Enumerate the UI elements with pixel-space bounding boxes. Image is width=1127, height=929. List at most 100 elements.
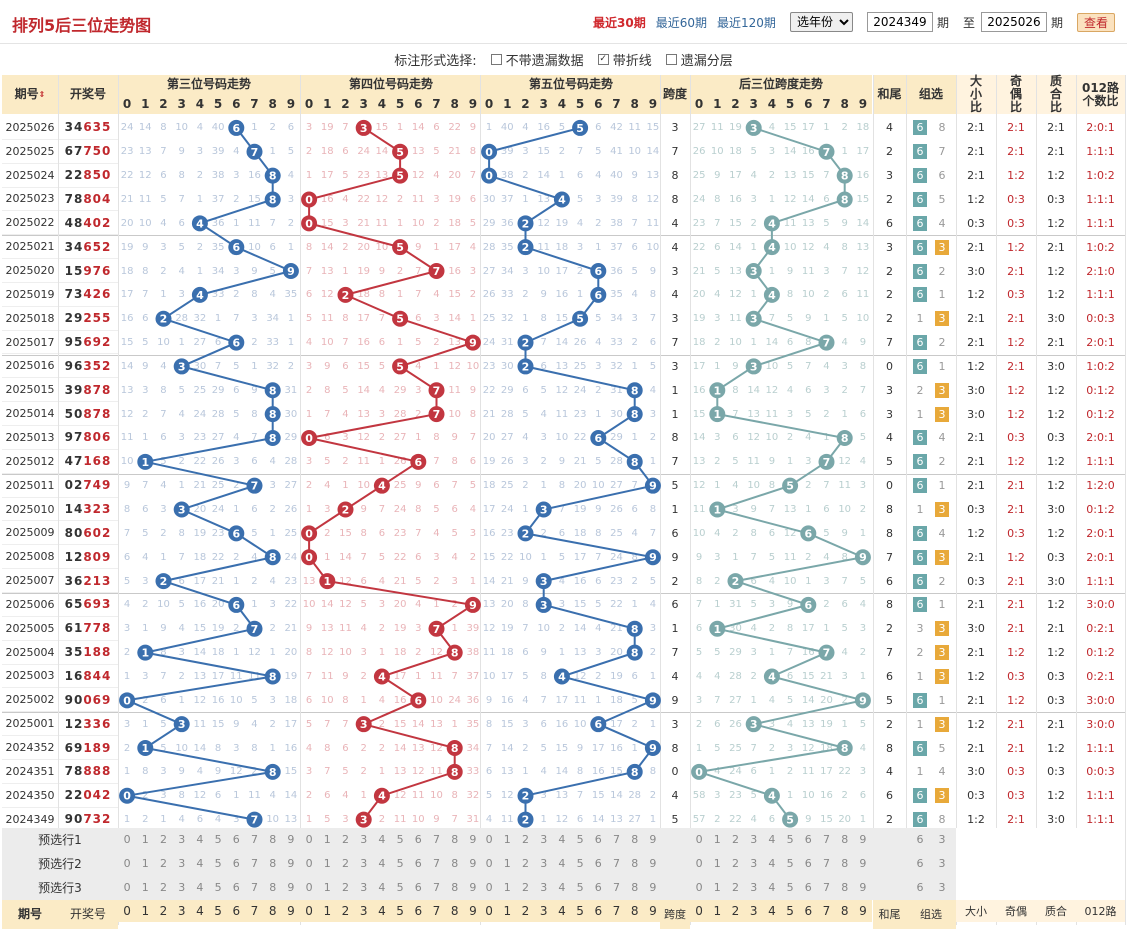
preselect-digit[interactable]: 7: [250, 833, 258, 847]
preselect-digit[interactable]: 9: [859, 857, 867, 871]
preselect-digit[interactable]: 5: [576, 857, 584, 871]
preselect-digit[interactable]: 5: [396, 881, 404, 895]
preselect-digit[interactable]: 9: [287, 881, 295, 895]
preselect-digit[interactable]: 0: [123, 857, 131, 871]
preselect-group6[interactable]: 6: [916, 881, 924, 895]
preselect-digit[interactable]: 7: [822, 881, 830, 895]
preselect-digit[interactable]: 8: [841, 833, 849, 847]
preselect-digit[interactable]: 5: [576, 833, 584, 847]
preselect-digit[interactable]: 3: [178, 857, 186, 871]
preselect-digit[interactable]: 0: [485, 833, 493, 847]
preselect-digit[interactable]: 3: [540, 857, 548, 871]
preselect-digit[interactable]: 4: [558, 881, 566, 895]
preselect-digit[interactable]: 3: [750, 833, 758, 847]
preselect-group6[interactable]: 6: [916, 857, 924, 871]
preselect-digit[interactable]: 7: [612, 881, 620, 895]
from-period-input[interactable]: [866, 12, 933, 32]
preselect-digit[interactable]: 0: [485, 857, 493, 871]
preselect-digit[interactable]: 3: [360, 881, 368, 895]
preselect-digit[interactable]: 9: [649, 833, 657, 847]
preselect-digit[interactable]: 0: [305, 881, 313, 895]
preselect-digit[interactable]: 0: [695, 857, 703, 871]
preselect-digit[interactable]: 2: [521, 881, 529, 895]
preselect-digit[interactable]: 7: [822, 857, 830, 871]
preselect-digit[interactable]: 6: [804, 881, 812, 895]
preselect-digit[interactable]: 4: [558, 857, 566, 871]
preselect-digit[interactable]: 3: [178, 881, 186, 895]
preselect-digit[interactable]: 8: [841, 881, 849, 895]
preselect-digit[interactable]: 5: [396, 833, 404, 847]
preselect-digit[interactable]: 0: [485, 881, 493, 895]
preselect-digit[interactable]: 7: [612, 833, 620, 847]
checkbox-icon[interactable]: [665, 53, 677, 65]
checkbox-checked-icon[interactable]: ✓: [597, 53, 609, 65]
year-select[interactable]: 选年份: [789, 12, 853, 32]
preselect-digit[interactable]: 4: [378, 833, 386, 847]
preselect-digit[interactable]: 5: [786, 833, 794, 847]
preselect-digit[interactable]: 2: [731, 857, 739, 871]
preselect-digit[interactable]: 2: [159, 833, 167, 847]
preselect-digit[interactable]: 2: [341, 857, 349, 871]
preselect-digit[interactable]: 6: [594, 857, 602, 871]
preselect-digit[interactable]: 8: [841, 857, 849, 871]
preselect-digit[interactable]: 5: [396, 857, 404, 871]
preselect-digit[interactable]: 1: [141, 881, 149, 895]
preselect-digit[interactable]: 4: [378, 881, 386, 895]
preselect-digit[interactable]: 3: [178, 833, 186, 847]
preselect-digit[interactable]: 4: [768, 833, 776, 847]
recent-60-link[interactable]: 最近60期: [655, 15, 708, 30]
preselect-digit[interactable]: 3: [540, 881, 548, 895]
preselect-digit[interactable]: 5: [214, 857, 222, 871]
preselect-digit[interactable]: 4: [768, 857, 776, 871]
preselect-digit[interactable]: 1: [323, 857, 331, 871]
preselect-digit[interactable]: 1: [503, 881, 511, 895]
preselect-digit[interactable]: 3: [360, 857, 368, 871]
preselect-digit[interactable]: 0: [123, 833, 131, 847]
preselect-digit[interactable]: 7: [250, 857, 258, 871]
preselect-digit[interactable]: 0: [305, 833, 313, 847]
preselect-digit[interactable]: 9: [287, 833, 295, 847]
preselect-digit[interactable]: 8: [451, 833, 459, 847]
preselect-digit[interactable]: 1: [141, 833, 149, 847]
recent-30-link[interactable]: 最近30期: [593, 15, 646, 30]
preselect-digit[interactable]: 2: [731, 833, 739, 847]
to-period-input[interactable]: [980, 12, 1047, 32]
preselect-digit[interactable]: 3: [750, 857, 758, 871]
preselect-digit[interactable]: 7: [250, 881, 258, 895]
preselect-digit[interactable]: 0: [695, 833, 703, 847]
option-polyline[interactable]: ✓ 带折线: [597, 50, 652, 69]
preselect-digit[interactable]: 6: [232, 833, 240, 847]
preselect-digit[interactable]: 0: [695, 881, 703, 895]
query-button[interactable]: 查看: [1076, 12, 1115, 32]
preselect-digit[interactable]: 9: [287, 857, 295, 871]
preselect-group3[interactable]: 3: [938, 833, 946, 847]
preselect-digit[interactable]: 4: [768, 881, 776, 895]
preselect-group6[interactable]: 6: [916, 833, 924, 847]
preselect-digit[interactable]: 8: [269, 857, 277, 871]
preselect-digit[interactable]: 8: [451, 857, 459, 871]
preselect-digit[interactable]: 6: [804, 833, 812, 847]
sort-icon[interactable]: ⇕: [38, 90, 46, 99]
preselect-digit[interactable]: 7: [822, 833, 830, 847]
preselect-digit[interactable]: 6: [414, 833, 422, 847]
preselect-digit[interactable]: 1: [713, 881, 721, 895]
preselect-digit[interactable]: 4: [378, 857, 386, 871]
preselect-digit[interactable]: 8: [631, 857, 639, 871]
preselect-digit[interactable]: 7: [432, 857, 440, 871]
preselect-digit[interactable]: 5: [786, 881, 794, 895]
checkbox-icon[interactable]: [490, 53, 502, 65]
preselect-digit[interactable]: 5: [214, 881, 222, 895]
preselect-digit[interactable]: 6: [232, 857, 240, 871]
preselect-digit[interactable]: 6: [414, 857, 422, 871]
preselect-digit[interactable]: 6: [232, 881, 240, 895]
preselect-digit[interactable]: 9: [649, 881, 657, 895]
preselect-digit[interactable]: 3: [360, 833, 368, 847]
preselect-digit[interactable]: 6: [414, 881, 422, 895]
preselect-digit[interactable]: 4: [558, 833, 566, 847]
preselect-digit[interactable]: 2: [341, 881, 349, 895]
preselect-digit[interactable]: 2: [341, 833, 349, 847]
option-no-miss[interactable]: 不带遗漏数据: [490, 50, 584, 69]
preselect-digit[interactable]: 9: [469, 833, 477, 847]
preselect-digit[interactable]: 6: [594, 881, 602, 895]
preselect-digit[interactable]: 1: [323, 881, 331, 895]
